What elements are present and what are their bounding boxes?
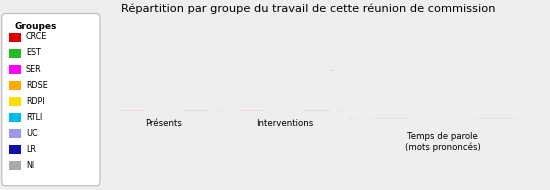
Circle shape — [144, 91, 183, 130]
Text: SER: SER — [26, 65, 41, 74]
Bar — [8, 129, 21, 138]
Bar — [340, 119, 546, 174]
Wedge shape — [244, 80, 271, 101]
Text: 4: 4 — [229, 88, 234, 97]
Circle shape — [412, 88, 474, 150]
Wedge shape — [372, 62, 423, 111]
Bar — [8, 145, 21, 154]
Text: 17: 17 — [322, 70, 333, 79]
Text: 2%: 2% — [350, 96, 361, 102]
Wedge shape — [239, 103, 266, 111]
Bar — [221, 111, 349, 145]
Bar — [8, 81, 21, 90]
Wedge shape — [251, 72, 274, 98]
Text: 0%: 0% — [350, 93, 362, 99]
Text: LR: LR — [26, 145, 36, 154]
Wedge shape — [139, 69, 156, 95]
Wedge shape — [370, 105, 412, 118]
Text: 0%: 0% — [350, 93, 362, 99]
Text: 1: 1 — [134, 57, 140, 66]
Wedge shape — [165, 65, 210, 111]
Text: Groupes: Groupes — [14, 22, 57, 31]
Text: CRCE: CRCE — [26, 32, 47, 41]
Text: 3: 3 — [152, 51, 157, 60]
Text: 2: 2 — [226, 101, 232, 111]
Text: 5%: 5% — [348, 106, 360, 112]
Bar — [8, 33, 21, 42]
Text: 0%: 0% — [350, 93, 362, 99]
Text: 9: 9 — [202, 68, 207, 77]
Bar — [8, 161, 21, 170]
Wedge shape — [118, 103, 145, 111]
Text: 0: 0 — [139, 55, 144, 64]
Wedge shape — [396, 46, 516, 119]
Text: 9: 9 — [271, 51, 276, 60]
Wedge shape — [223, 49, 346, 111]
Text: 0: 0 — [251, 59, 257, 68]
Bar — [100, 111, 228, 145]
Bar — [8, 113, 21, 122]
Text: 0: 0 — [130, 59, 136, 68]
Text: 0: 0 — [338, 106, 343, 115]
Text: EST: EST — [26, 48, 41, 58]
Bar — [8, 65, 21, 74]
Wedge shape — [118, 89, 147, 108]
Text: 19%: 19% — [359, 67, 376, 73]
Circle shape — [265, 91, 304, 130]
Text: RDPI: RDPI — [26, 97, 45, 106]
Text: 3: 3 — [246, 63, 251, 72]
Text: 1%: 1% — [347, 114, 359, 120]
Text: UC: UC — [26, 129, 37, 138]
Text: Répartition par groupe du travail de cette réunion de commission: Répartition par groupe du travail de cet… — [121, 4, 495, 14]
FancyBboxPatch shape — [2, 13, 100, 186]
Wedge shape — [123, 72, 153, 101]
Text: 0%: 0% — [526, 116, 538, 122]
Wedge shape — [260, 65, 292, 95]
Text: 0: 0 — [217, 106, 222, 115]
Text: 3: 3 — [120, 68, 125, 77]
Text: Temps de parole
(mots prononcés): Temps de parole (mots prononcés) — [405, 132, 481, 152]
Wedge shape — [371, 100, 413, 113]
Text: Présents: Présents — [145, 119, 182, 128]
Bar — [8, 49, 21, 58]
Text: 1: 1 — [105, 101, 111, 111]
Wedge shape — [344, 20, 542, 119]
Wedge shape — [288, 65, 331, 111]
Text: 0: 0 — [241, 68, 246, 77]
Text: RDSE: RDSE — [26, 81, 48, 90]
Text: NI: NI — [26, 161, 34, 170]
Wedge shape — [102, 49, 226, 111]
Wedge shape — [370, 116, 412, 119]
Text: 2: 2 — [108, 88, 113, 97]
Text: 3: 3 — [236, 74, 242, 83]
Text: Interventions: Interventions — [256, 119, 313, 128]
Wedge shape — [239, 89, 268, 108]
Wedge shape — [145, 65, 167, 93]
Bar — [8, 97, 21, 106]
Text: RTLI: RTLI — [26, 113, 42, 122]
Text: 69%: 69% — [472, 35, 490, 41]
